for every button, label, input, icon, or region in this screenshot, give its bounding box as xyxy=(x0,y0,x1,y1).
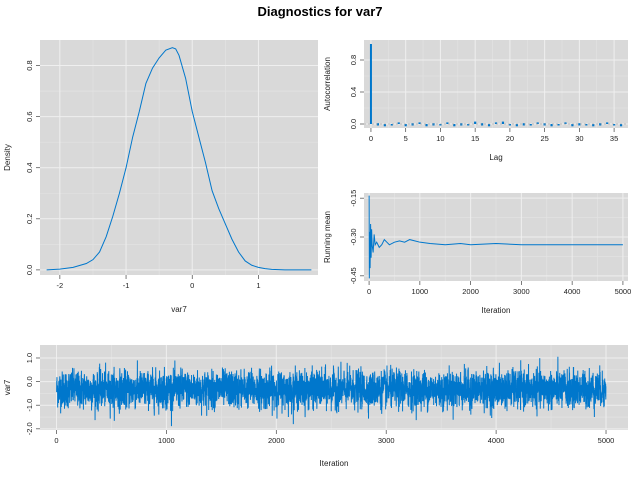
trace-y-tick-label: 0.0 xyxy=(25,376,34,386)
density-x-tick-label: -2 xyxy=(57,281,64,290)
autocorrelation-x-tick-label: 20 xyxy=(506,134,514,143)
density-y-tick-label: 0.2 xyxy=(25,214,34,224)
density-y-axis-label: Density xyxy=(3,144,12,171)
autocorrelation-y-tick-label: 0.0 xyxy=(349,119,358,129)
autocorrelation-x-tick-label: 35 xyxy=(610,134,618,143)
trace-series-line xyxy=(56,356,607,427)
trace-y-tick-label: 1.0 xyxy=(25,353,34,363)
density-y-tick-label: 0.4 xyxy=(25,162,34,172)
autocorrelation-x-tick-label: 15 xyxy=(471,134,479,143)
running-mean-x-tick-label: 4000 xyxy=(564,287,581,296)
trace-x-tick-label: 3000 xyxy=(378,436,395,445)
autocorrelation-y-axis-label: Autocorrelation xyxy=(323,57,332,111)
trace-x-tick-label: 0 xyxy=(54,436,58,445)
trace-y-tick-label: -1.0 xyxy=(25,399,34,412)
trace-x-axis-label: Iteration xyxy=(320,459,349,468)
autocorrelation-x-tick-label: 10 xyxy=(436,134,444,143)
autocorrelation-plot: 0 5 10 15 20 25 30 35 0.0 0.4 0.8 Lag Autocorrelatio… xyxy=(323,40,628,162)
running-mean-plot: 0 1000 2000 3000 4000 5000 -0.45 -0.30 -0.15 Iter… xyxy=(323,190,631,315)
autocorrelation-y-tick-label: 0.8 xyxy=(349,55,358,65)
running-mean-series-line xyxy=(368,195,623,279)
running-mean-x-tick-label: 5000 xyxy=(615,287,632,296)
running-mean-x-tick-label: 2000 xyxy=(462,287,479,296)
density-y-tick-label: 0.8 xyxy=(25,60,34,70)
density-series-line xyxy=(46,47,312,271)
figure-title: Diagnostics for var7 xyxy=(258,4,383,19)
autocorrelation-x-tick-label: 5 xyxy=(404,134,408,143)
trace-x-tick-label: 4000 xyxy=(488,436,505,445)
running-mean-y-tick-label: -0.15 xyxy=(349,190,358,207)
density-x-tick-label: 1 xyxy=(256,281,260,290)
density-x-axis-label: var7 xyxy=(171,305,187,314)
trace-plot: 0 1000 2000 3000 4000 5000 -2.0 -1.0 0.0 1.0 Itera… xyxy=(3,345,628,468)
autocorrelation-x-tick-label: 30 xyxy=(575,134,583,143)
running-mean-x-tick-label: 3000 xyxy=(513,287,530,296)
density-panel-background xyxy=(40,40,318,275)
autocorrelation-x-axis-label: Lag xyxy=(489,153,502,162)
running-mean-x-tick-label: 0 xyxy=(367,287,371,296)
autocorrelation-x-tick-label: 25 xyxy=(540,134,548,143)
autocorrelation-y-tick-label: 0.4 xyxy=(349,87,358,97)
trace-y-axis-label: var7 xyxy=(3,379,12,395)
trace-x-tick-label: 5000 xyxy=(598,436,615,445)
autocorrelation-x-tick-label: 0 xyxy=(369,134,373,143)
density-plot: -2 -1 0 1 0.0 0.2 0.4 0.6 0.8 var7 Density xyxy=(3,40,318,314)
running-mean-y-axis-label: Running mean xyxy=(323,211,332,263)
density-x-tick-label: -1 xyxy=(123,281,130,290)
density-y-tick-label: 0.0 xyxy=(25,265,34,275)
trace-x-tick-label: 2000 xyxy=(268,436,285,445)
running-mean-y-tick-label: -0.45 xyxy=(349,267,358,284)
trace-y-tick-label: -2.0 xyxy=(25,422,34,435)
density-y-tick-label: 0.6 xyxy=(25,111,34,121)
running-mean-y-tick-label: -0.30 xyxy=(349,228,358,245)
density-x-tick-label: 0 xyxy=(190,281,194,290)
autocorrelation-panel-background xyxy=(364,40,628,128)
trace-x-tick-label: 1000 xyxy=(158,436,175,445)
running-mean-x-tick-label: 1000 xyxy=(412,287,429,296)
running-mean-x-axis-label: Iteration xyxy=(482,306,511,315)
